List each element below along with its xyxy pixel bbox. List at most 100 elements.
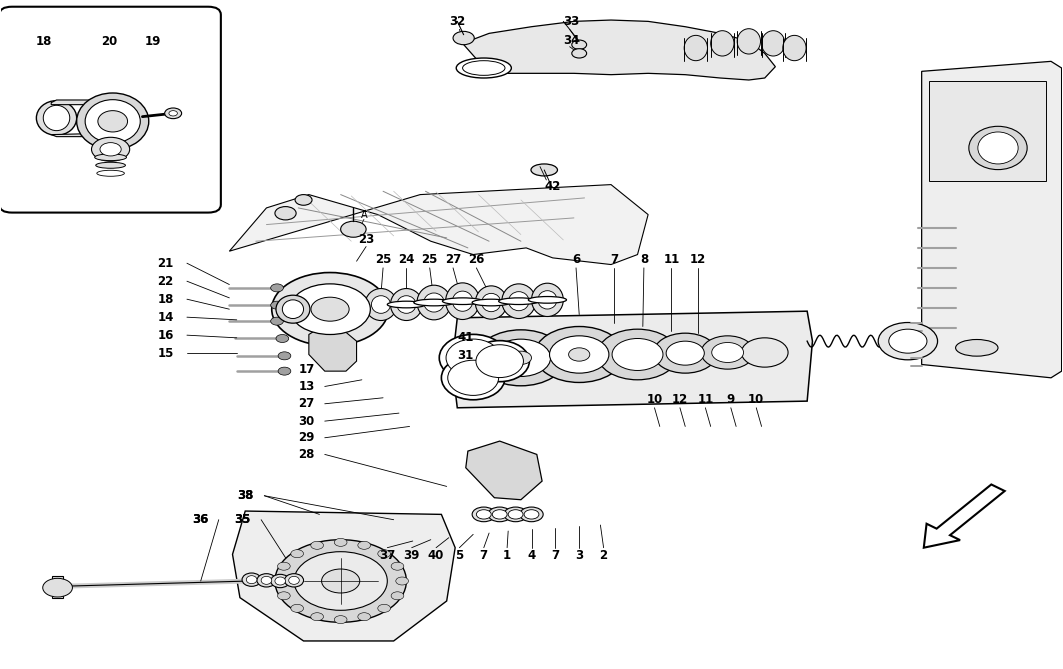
Ellipse shape (453, 291, 473, 311)
Ellipse shape (285, 574, 304, 587)
Ellipse shape (711, 31, 735, 56)
Ellipse shape (414, 299, 454, 306)
Ellipse shape (472, 299, 510, 306)
Ellipse shape (532, 164, 557, 176)
Circle shape (391, 592, 404, 600)
Polygon shape (52, 575, 63, 597)
Text: 38: 38 (237, 489, 253, 502)
Polygon shape (924, 484, 1005, 548)
Circle shape (275, 207, 297, 220)
Ellipse shape (396, 296, 416, 313)
Circle shape (279, 352, 291, 360)
Circle shape (358, 613, 371, 621)
Ellipse shape (475, 286, 507, 319)
Text: 18: 18 (157, 293, 174, 306)
Text: 13: 13 (299, 380, 315, 393)
Text: 7: 7 (551, 549, 559, 562)
Circle shape (100, 142, 121, 156)
Text: 37: 37 (379, 549, 395, 562)
Ellipse shape (424, 293, 444, 312)
Text: 10: 10 (646, 393, 662, 406)
Circle shape (358, 541, 371, 549)
Circle shape (296, 195, 313, 205)
Circle shape (334, 539, 347, 547)
Ellipse shape (956, 339, 998, 356)
Circle shape (91, 137, 130, 161)
Ellipse shape (417, 285, 451, 320)
Circle shape (272, 272, 388, 346)
Ellipse shape (289, 576, 300, 584)
Circle shape (290, 284, 370, 334)
Circle shape (550, 336, 609, 373)
Text: 21: 21 (157, 257, 174, 270)
Circle shape (491, 339, 551, 377)
Circle shape (271, 301, 284, 309)
Circle shape (43, 578, 72, 597)
Text: 30: 30 (299, 415, 315, 427)
Text: 36: 36 (192, 513, 209, 527)
Text: 11: 11 (697, 393, 713, 406)
Circle shape (572, 49, 587, 58)
Circle shape (294, 552, 387, 610)
Ellipse shape (482, 294, 501, 312)
Circle shape (569, 348, 590, 361)
Ellipse shape (446, 339, 501, 377)
Circle shape (276, 334, 289, 343)
Text: 11: 11 (663, 254, 679, 266)
Text: 33: 33 (563, 15, 580, 28)
FancyBboxPatch shape (0, 7, 221, 213)
Ellipse shape (371, 296, 390, 313)
Text: 42: 42 (544, 180, 561, 193)
Text: 2: 2 (600, 549, 608, 562)
Polygon shape (51, 132, 134, 136)
Ellipse shape (257, 574, 276, 587)
Text: 14: 14 (157, 310, 174, 324)
Circle shape (597, 329, 678, 380)
Ellipse shape (77, 93, 149, 150)
Ellipse shape (36, 100, 77, 135)
Ellipse shape (492, 510, 507, 519)
Text: 15: 15 (157, 347, 174, 360)
Circle shape (453, 31, 474, 45)
Ellipse shape (737, 29, 760, 54)
Ellipse shape (502, 284, 536, 318)
Polygon shape (51, 100, 134, 104)
Ellipse shape (448, 360, 499, 395)
Text: 25: 25 (375, 254, 391, 266)
Ellipse shape (247, 575, 257, 583)
Ellipse shape (532, 283, 563, 316)
Ellipse shape (445, 283, 479, 320)
Circle shape (377, 550, 390, 558)
Ellipse shape (456, 58, 511, 78)
Ellipse shape (476, 510, 491, 519)
Text: 17: 17 (299, 363, 315, 376)
Circle shape (712, 343, 743, 363)
Ellipse shape (98, 110, 128, 132)
Text: 28: 28 (299, 448, 315, 461)
Ellipse shape (508, 292, 529, 310)
Ellipse shape (508, 510, 523, 519)
Circle shape (878, 322, 938, 360)
Circle shape (510, 351, 532, 365)
Ellipse shape (283, 300, 304, 318)
Text: 10: 10 (748, 393, 764, 406)
Text: 27: 27 (445, 254, 461, 266)
Circle shape (612, 339, 663, 371)
Polygon shape (309, 328, 356, 371)
Ellipse shape (271, 575, 290, 587)
Text: 22: 22 (157, 275, 174, 288)
Circle shape (271, 317, 284, 325)
Text: 26: 26 (468, 254, 485, 266)
Ellipse shape (365, 288, 396, 320)
Text: 12: 12 (672, 393, 688, 406)
Text: 3: 3 (575, 549, 584, 562)
Circle shape (395, 577, 408, 585)
Text: 23: 23 (358, 233, 374, 246)
Ellipse shape (85, 100, 140, 143)
Text: 5: 5 (455, 549, 463, 562)
Text: 19: 19 (145, 35, 162, 48)
Ellipse shape (441, 356, 505, 400)
Text: 35: 35 (234, 513, 250, 527)
Text: 9: 9 (727, 393, 735, 406)
Ellipse shape (524, 510, 539, 519)
